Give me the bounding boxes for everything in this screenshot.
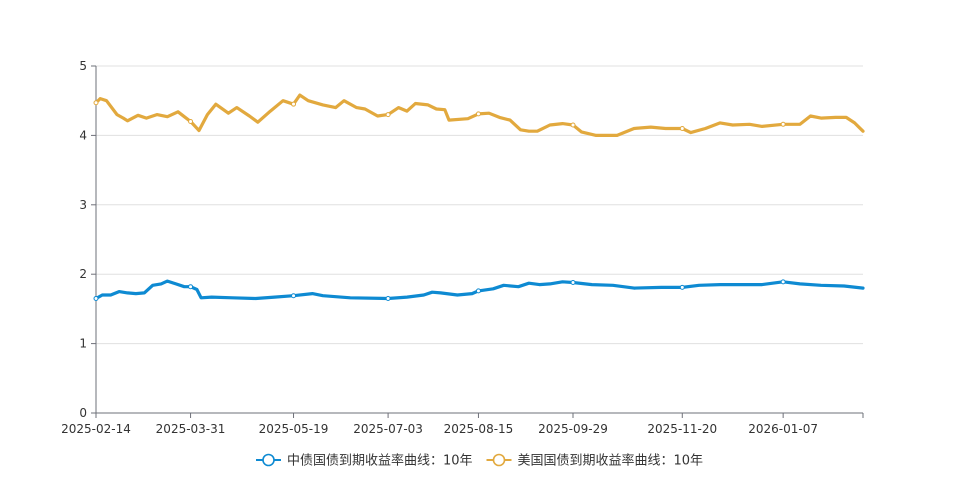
series-point[interactable] — [385, 295, 391, 301]
y-tick-label: 1 — [79, 337, 87, 351]
series-point[interactable] — [570, 122, 576, 128]
series-point[interactable] — [780, 279, 786, 285]
x-tick-label: 2025-02-14 — [61, 422, 131, 436]
series-point[interactable] — [475, 111, 481, 117]
grid-lines — [96, 65, 863, 345]
legend-item-0[interactable]: 中债国债到期收益率曲线：10年 — [256, 453, 473, 469]
axes: 0 1 2 3 4 5 2025-02-14 2025-03-31 2025-05-19 2025… — [61, 59, 864, 436]
series-line-1[interactable] — [94, 93, 865, 137]
legend-label: 美国国债到期收益率曲线：10年 — [518, 453, 704, 469]
legend-circle-icon — [492, 453, 506, 467]
series-point[interactable] — [679, 284, 685, 290]
legend[interactable]: 中债国债到期收益率曲线：10年 美国国债到期收益率曲线：10年 — [256, 453, 703, 469]
series-point[interactable] — [93, 295, 99, 301]
series-lines — [93, 93, 865, 301]
x-tick-label: 2026-01-07 — [748, 422, 818, 436]
series-point[interactable] — [291, 293, 297, 299]
y-tick-label: 4 — [79, 128, 87, 142]
x-tick-label: 2025-05-19 — [259, 422, 329, 436]
y-tick-label: 5 — [79, 59, 87, 73]
x-tick-label: 2025-03-31 — [156, 422, 226, 436]
series-point[interactable] — [93, 100, 99, 106]
x-tick-label: 2025-11-20 — [647, 422, 717, 436]
series-point[interactable] — [570, 280, 576, 286]
series-line-0[interactable] — [94, 279, 865, 301]
x-tick-label: 2025-07-03 — [353, 422, 423, 436]
y-tick-label: 0 — [79, 406, 87, 420]
x-tick-label: 2025-08-15 — [444, 422, 514, 436]
y-tick-label: 2 — [79, 267, 87, 281]
legend-label: 中债国债到期收益率曲线：10年 — [287, 453, 473, 469]
y-tick-label: 3 — [79, 198, 87, 212]
series-point[interactable] — [780, 121, 786, 127]
legend-item-1[interactable]: 美国国债到期收益率曲线：10年 — [486, 453, 704, 469]
legend-circle-icon — [262, 453, 275, 467]
series-point[interactable] — [291, 101, 297, 107]
series-point[interactable] — [475, 288, 481, 294]
series-point[interactable] — [385, 112, 391, 118]
series-point[interactable] — [679, 125, 685, 131]
series-point[interactable] — [188, 284, 194, 290]
series-point[interactable] — [188, 119, 194, 125]
x-tick-label: 2025-09-29 — [538, 422, 608, 436]
